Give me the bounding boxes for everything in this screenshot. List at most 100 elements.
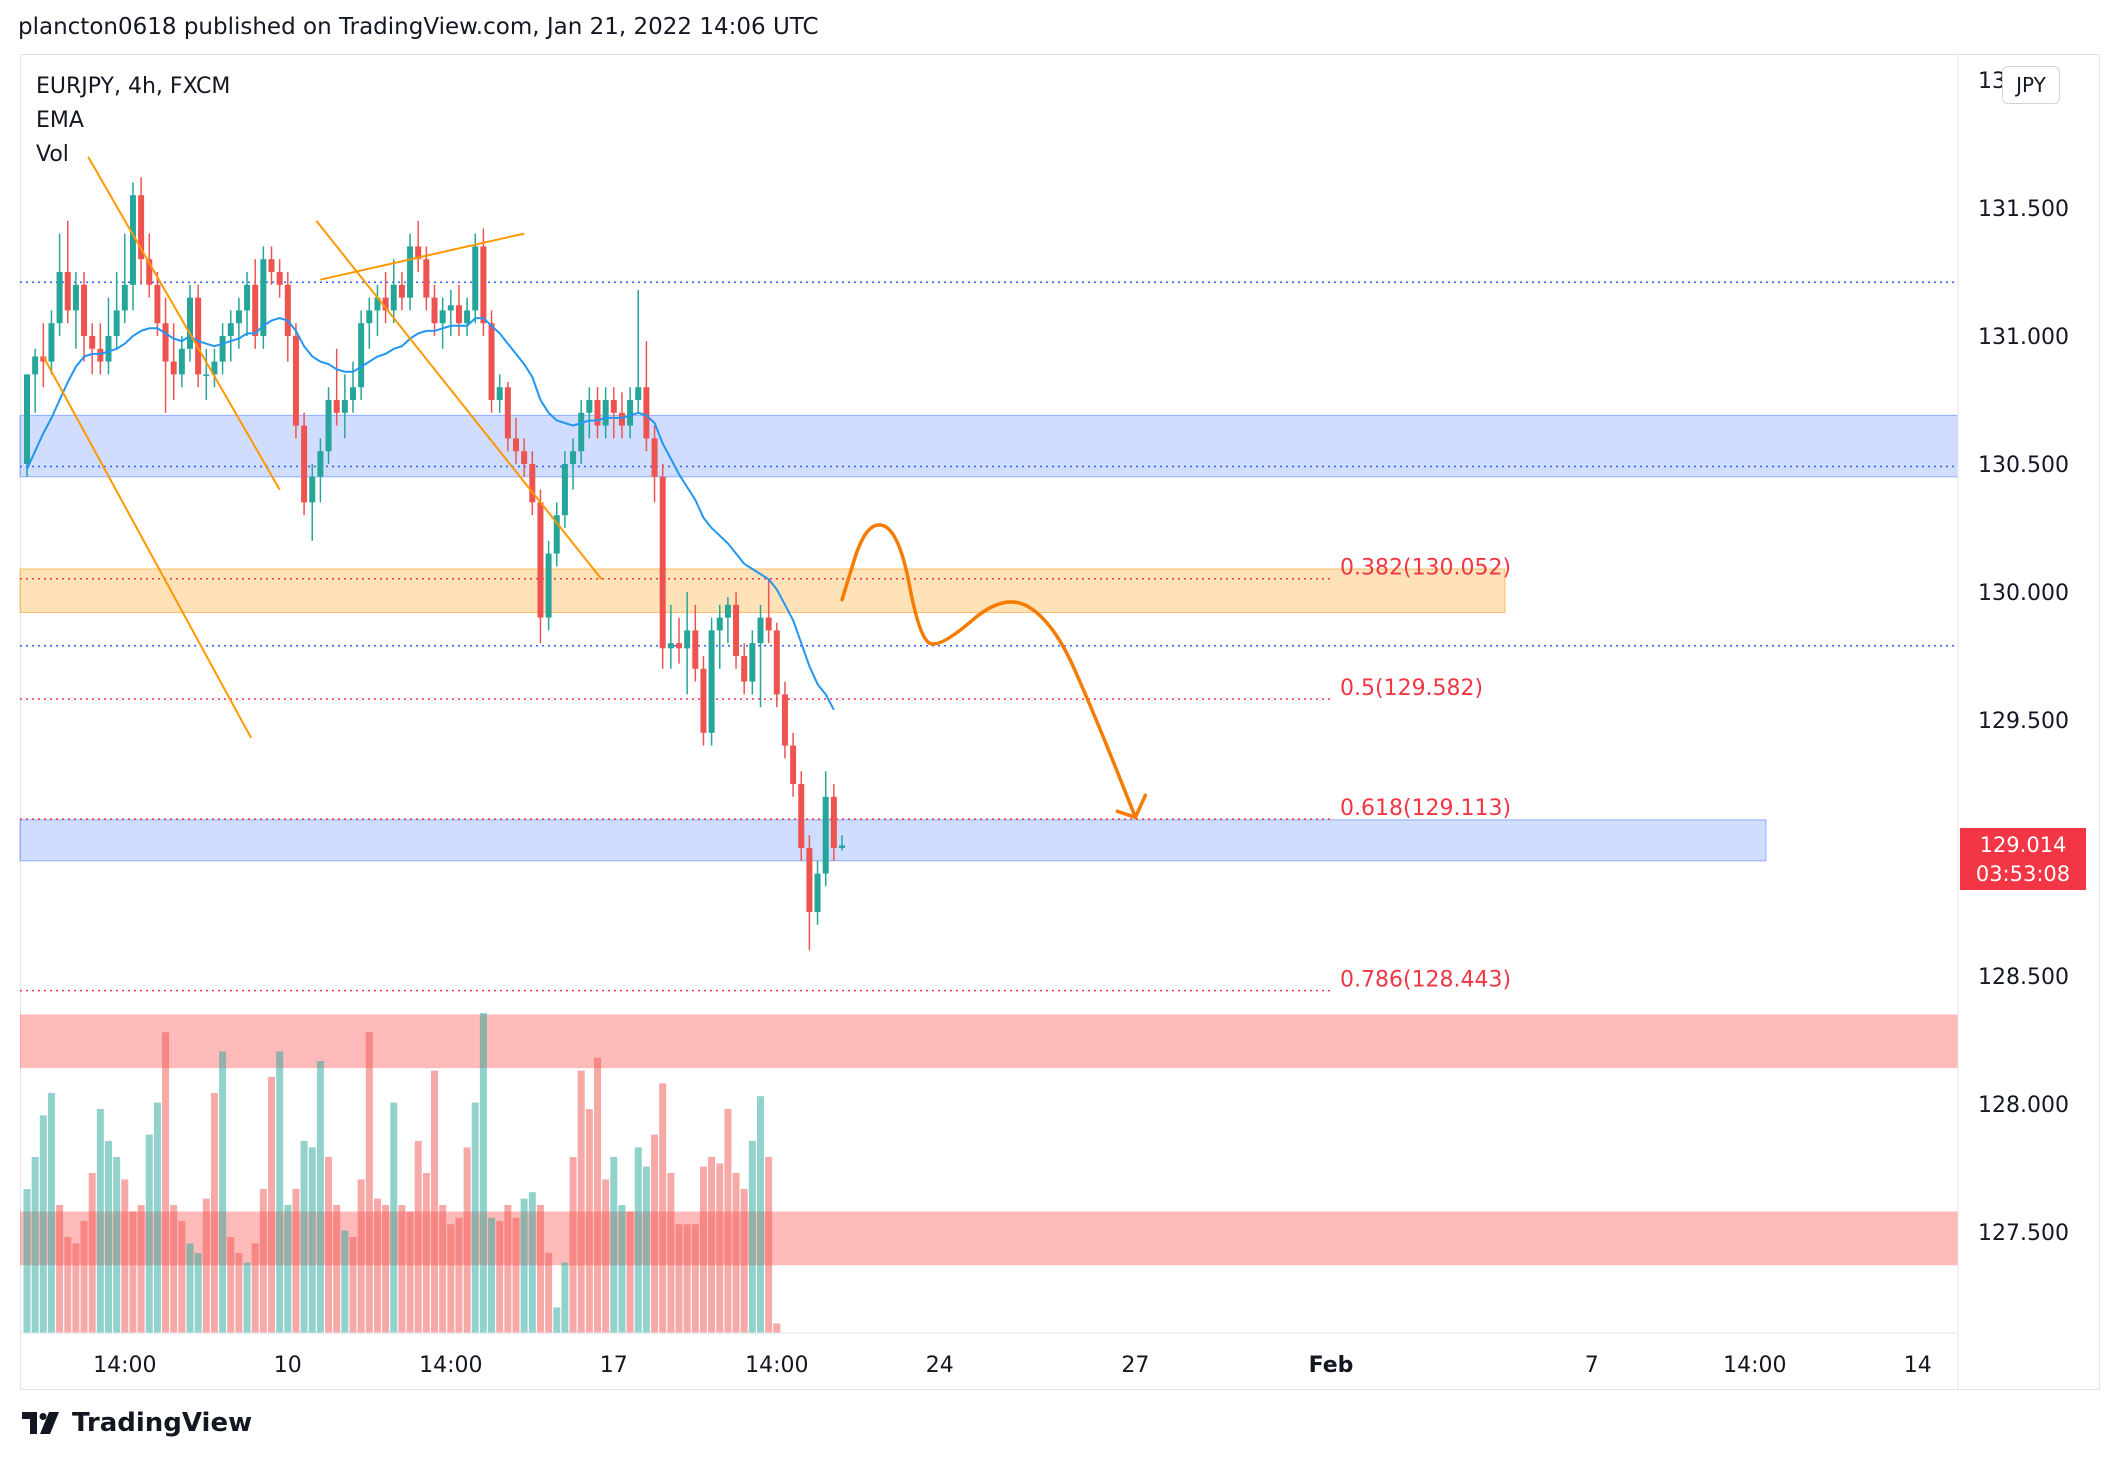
candle[interactable] bbox=[81, 272, 88, 362]
candle[interactable] bbox=[252, 259, 259, 349]
candle[interactable] bbox=[268, 246, 275, 285]
candle[interactable] bbox=[586, 387, 593, 439]
candle[interactable] bbox=[455, 284, 462, 336]
candle[interactable] bbox=[235, 297, 242, 349]
candle[interactable] bbox=[602, 387, 609, 439]
candle[interactable] bbox=[513, 417, 519, 464]
candle[interactable] bbox=[700, 656, 707, 746]
candle[interactable] bbox=[358, 310, 365, 400]
candle[interactable] bbox=[570, 438, 577, 490]
candle[interactable] bbox=[129, 182, 136, 311]
candle[interactable] bbox=[798, 771, 805, 861]
candle[interactable] bbox=[366, 297, 373, 349]
candle[interactable] bbox=[521, 438, 528, 477]
candle[interactable] bbox=[333, 348, 340, 426]
candle[interactable] bbox=[692, 604, 699, 682]
candle[interactable] bbox=[627, 387, 634, 439]
candle[interactable] bbox=[733, 592, 740, 669]
zone-blue-2[interactable] bbox=[19, 819, 1767, 862]
candle[interactable] bbox=[667, 604, 674, 669]
candle[interactable] bbox=[162, 297, 169, 413]
candle[interactable] bbox=[537, 489, 544, 644]
candle[interactable] bbox=[64, 220, 71, 324]
candle[interactable] bbox=[72, 272, 79, 349]
candle[interactable] bbox=[561, 451, 568, 528]
candle[interactable] bbox=[447, 289, 454, 336]
candle[interactable] bbox=[431, 284, 438, 336]
candle[interactable] bbox=[676, 617, 682, 664]
candle[interactable] bbox=[97, 323, 104, 375]
candle[interactable] bbox=[578, 400, 585, 464]
candle[interactable] bbox=[839, 835, 845, 851]
channel-line-3[interactable] bbox=[42, 356, 253, 739]
candle[interactable] bbox=[757, 604, 764, 708]
candle[interactable] bbox=[618, 392, 625, 439]
currency-button[interactable]: JPY bbox=[2002, 66, 2060, 104]
candle[interactable] bbox=[651, 425, 658, 503]
candle[interactable] bbox=[48, 310, 55, 375]
candle[interactable] bbox=[56, 233, 63, 336]
candle[interactable] bbox=[284, 272, 291, 362]
channel-line-2[interactable] bbox=[315, 220, 603, 580]
candle[interactable] bbox=[325, 387, 332, 464]
candle[interactable] bbox=[716, 604, 723, 669]
candle[interactable] bbox=[765, 579, 772, 644]
candle[interactable] bbox=[464, 297, 471, 336]
candle[interactable] bbox=[113, 272, 120, 349]
candle[interactable] bbox=[195, 284, 202, 388]
candle[interactable] bbox=[488, 310, 495, 413]
channel-line-1[interactable] bbox=[320, 232, 525, 281]
candle[interactable] bbox=[317, 438, 324, 503]
candle[interactable] bbox=[407, 233, 414, 311]
candle[interactable] bbox=[187, 284, 193, 362]
candle[interactable] bbox=[382, 272, 389, 324]
candle[interactable] bbox=[724, 597, 731, 644]
candle[interactable] bbox=[741, 643, 748, 695]
zone-red-3[interactable] bbox=[20, 1014, 1958, 1069]
candle[interactable] bbox=[211, 348, 218, 388]
candle[interactable] bbox=[301, 412, 308, 516]
candle[interactable] bbox=[822, 771, 829, 887]
candle[interactable] bbox=[398, 272, 405, 311]
candle[interactable] bbox=[138, 177, 145, 285]
candle[interactable] bbox=[773, 622, 780, 708]
candle[interactable] bbox=[545, 540, 552, 631]
candle[interactable] bbox=[146, 233, 153, 298]
candle[interactable] bbox=[341, 374, 348, 439]
candle[interactable] bbox=[806, 835, 813, 951]
candle[interactable] bbox=[309, 464, 316, 541]
candle[interactable] bbox=[814, 860, 821, 925]
candle[interactable] bbox=[553, 502, 560, 567]
candle[interactable] bbox=[350, 361, 356, 413]
candle[interactable] bbox=[472, 233, 479, 324]
candle[interactable] bbox=[659, 464, 666, 669]
candle[interactable] bbox=[219, 323, 226, 375]
candle[interactable] bbox=[415, 220, 422, 272]
ema-line[interactable] bbox=[26, 317, 835, 711]
candle[interactable] bbox=[830, 784, 837, 861]
candle[interactable] bbox=[504, 382, 511, 452]
candle[interactable] bbox=[276, 259, 283, 298]
tradingview-logo-icon[interactable] bbox=[22, 1412, 62, 1434]
candle[interactable] bbox=[154, 272, 161, 336]
candle[interactable] bbox=[529, 451, 536, 516]
candle[interactable] bbox=[244, 272, 251, 336]
candle[interactable] bbox=[121, 233, 128, 324]
candle[interactable] bbox=[496, 374, 503, 413]
candle[interactable] bbox=[439, 297, 446, 349]
candle[interactable] bbox=[227, 310, 234, 362]
candle[interactable] bbox=[635, 289, 642, 413]
candle[interactable] bbox=[749, 630, 756, 695]
candle[interactable] bbox=[374, 284, 381, 336]
candle[interactable] bbox=[643, 341, 650, 452]
candle[interactable] bbox=[292, 323, 299, 439]
candle[interactable] bbox=[390, 259, 397, 324]
candle[interactable] bbox=[24, 374, 30, 477]
candle[interactable] bbox=[89, 323, 96, 375]
candle[interactable] bbox=[708, 617, 715, 746]
candle[interactable] bbox=[781, 681, 788, 759]
projection-path[interactable] bbox=[840, 523, 1138, 820]
candle[interactable] bbox=[594, 387, 601, 439]
candle[interactable] bbox=[203, 348, 210, 400]
